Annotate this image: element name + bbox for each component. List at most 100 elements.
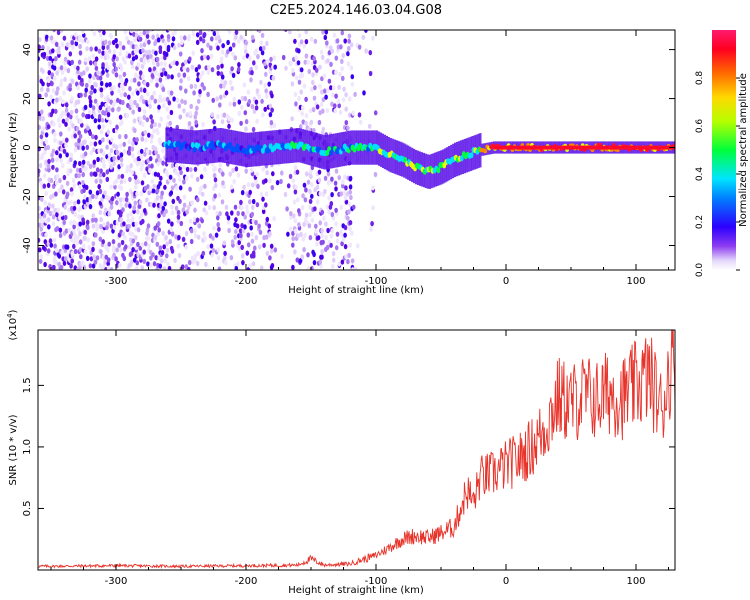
spectrogram-noise-cell	[341, 237, 346, 243]
spectrogram-noise-cell	[364, 30, 368, 33]
spectrogram-noise-cell	[211, 97, 215, 103]
spectrogram-noise-cell	[212, 30, 217, 37]
spectrogram-noise-cell	[131, 141, 135, 147]
spectrogram-noise-cell	[335, 38, 340, 44]
spectrogram-noise-cell	[329, 233, 334, 239]
spectrogram-noise-cell	[323, 188, 327, 195]
spectrogram-noise-cell	[166, 261, 170, 267]
spectrogram-noise-cell	[79, 92, 83, 98]
spectrogram-noise-cell	[131, 44, 136, 50]
spectrogram-noise-cell	[178, 85, 183, 91]
spectrogram-noise-cell	[323, 88, 327, 94]
spectrogram-noise-cell	[210, 30, 214, 32]
spectrogram-noise-cell	[243, 110, 248, 116]
spectrogram-noise-cell	[50, 157, 55, 163]
spectrogram-noise-cell	[313, 206, 317, 212]
spectrogram-noise-cell	[221, 171, 225, 177]
spectrogram-noise-cell	[279, 178, 283, 185]
spectrogram-noise-cell	[88, 73, 92, 79]
spectrogram-noise-cell	[61, 99, 65, 105]
spectrogram-noise-cell	[66, 200, 70, 206]
spectrogram-noise-cell	[196, 77, 200, 83]
spectrogram-noise-cell	[148, 186, 153, 192]
spectrogram-noise-cell	[101, 254, 106, 261]
spectrogram-noise-cell	[206, 69, 211, 75]
spectrogram-noise-cell	[44, 139, 49, 145]
spectrogram-noise-cell	[177, 234, 181, 241]
spectrogram-noise-cell	[350, 74, 355, 80]
spectrogram-noise-cell	[85, 219, 90, 225]
spectrogram-noise-cell	[81, 260, 85, 266]
spectrogram-noise-cell	[272, 123, 277, 129]
spectrogram-noise-cell	[164, 235, 168, 241]
spectrogram-noise-cell	[346, 51, 350, 57]
spectrogram-noise-cell	[155, 82, 159, 88]
spectrogram-ridge-core	[177, 140, 181, 147]
spectrogram-noise-cell	[71, 45, 75, 51]
spectrogram-noise-cell	[250, 231, 254, 237]
spectrogram-noise-cell	[135, 260, 140, 266]
spectrogram-noise-cell	[245, 209, 250, 215]
spectrogram-noise-cell	[142, 30, 147, 36]
spectrogram-noise-cell	[44, 92, 48, 98]
spectrogram-noise-cell	[361, 34, 366, 40]
spectrogram-noise-cell	[310, 164, 315, 171]
spectrogram-noise-cell	[91, 241, 96, 247]
spectrogram-noise-cell	[134, 30, 139, 33]
spectrogram-noise-cell	[133, 99, 137, 106]
spectrogram-noise-cell	[202, 85, 206, 91]
spectrogram-noise-cell	[170, 210, 175, 216]
spectrogram-noise-cell	[47, 224, 51, 230]
spectrogram-noise-cell	[156, 130, 160, 136]
spectrogram-noise-cell	[109, 267, 114, 270]
spectrogram-noise-cell	[293, 228, 298, 234]
spectrogram-noise-cell	[242, 184, 246, 190]
spectrogram-noise-cell	[77, 173, 81, 179]
spectrogram-noise-cell	[80, 122, 84, 128]
spectrogram-noise-cell	[259, 79, 263, 85]
spectrogram-noise-cell	[199, 36, 203, 42]
spectrogram-noise-cell	[293, 38, 297, 44]
spectrogram-noise-cell	[233, 55, 238, 61]
spectrogram-noise-cell	[326, 227, 330, 234]
spectrogram-noise-cell	[296, 30, 300, 32]
spectrogram-noise-cell	[238, 228, 243, 234]
spectrogram-noise-cell	[349, 42, 354, 48]
spectrogram-noise-cell	[191, 50, 195, 56]
spectrogram-noise-cell	[129, 259, 134, 265]
spectrogram-noise-cell	[275, 180, 280, 186]
spectrogram-noise-cell	[106, 97, 111, 103]
spectrogram-noise-cell	[160, 258, 164, 264]
spectrogram-noise-cell	[118, 114, 123, 120]
spectrogram-noise-cell	[236, 210, 240, 216]
spectrogram-noise-cell	[179, 169, 183, 176]
spectrogram-noise-cell	[128, 86, 132, 92]
spectrogram-noise-cell	[134, 266, 139, 270]
spectrogram-noise-cell	[293, 218, 298, 224]
spectrogram-noise-cell	[341, 97, 346, 103]
spectrogram-noise-cell	[158, 180, 162, 187]
spectrogram-noise-cell	[142, 42, 147, 48]
spectrogram-noise-cell	[260, 32, 265, 39]
spectrogram-noise-cell	[306, 59, 311, 65]
spectrogram-noise-cell	[198, 30, 203, 36]
spectrogram-noise-cell	[141, 159, 145, 165]
spectrogram-noise-cell	[52, 264, 56, 270]
spectrogram-noise-cell	[92, 75, 96, 81]
spectrogram-noise-cell	[51, 48, 55, 54]
spectrogram-noise-cell	[125, 113, 130, 119]
spectrogram-noise-cell	[269, 243, 274, 249]
spectrogram-noise-cell	[220, 63, 224, 69]
spectrogram-noise-cell	[190, 200, 194, 206]
spectrogram-noise-cell	[78, 184, 82, 190]
spectrogram-noise-cell	[89, 60, 93, 66]
spectrogram-noise-cell	[286, 231, 290, 237]
spectrogram-noise-cell	[158, 48, 163, 55]
spectrogram-noise-cell	[118, 143, 123, 149]
spectrogram-noise-cell	[299, 231, 303, 238]
spectrogram-noise-cell	[243, 224, 247, 230]
spectrogram-noise-cell	[218, 102, 222, 108]
spectrogram-noise-cell	[53, 243, 57, 249]
spectrogram-noise-cell	[40, 109, 44, 115]
spectrogram-noise-cell	[239, 232, 243, 239]
